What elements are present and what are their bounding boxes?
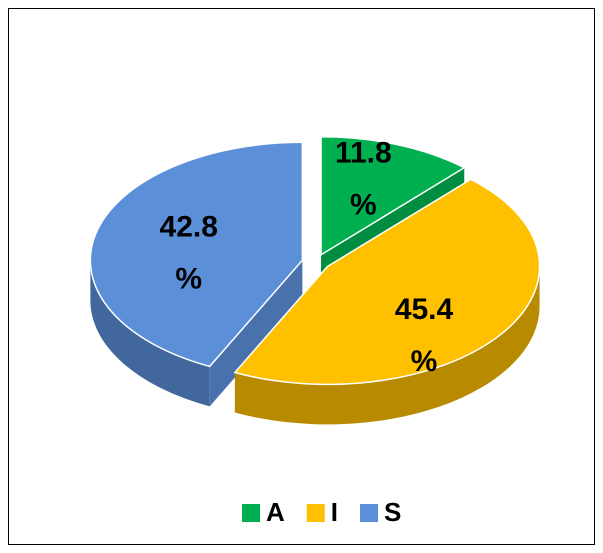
legend-swatch: [242, 504, 260, 522]
legend-swatch: [360, 504, 379, 522]
slice: [320, 135, 466, 257]
data-label: 42.8%: [160, 210, 218, 295]
legend-label: I: [331, 497, 338, 527]
slice: [89, 141, 304, 368]
legend-swatch: [306, 504, 325, 522]
slice-cut-face: [209, 260, 303, 407]
slice-side: [90, 260, 210, 407]
data-label: 11.8%: [335, 136, 392, 221]
slice: [233, 178, 541, 386]
slice-side: [234, 266, 540, 425]
legend-label: S: [384, 497, 401, 527]
legend-label: A: [266, 497, 285, 527]
data-label: 45.4%: [395, 293, 454, 378]
